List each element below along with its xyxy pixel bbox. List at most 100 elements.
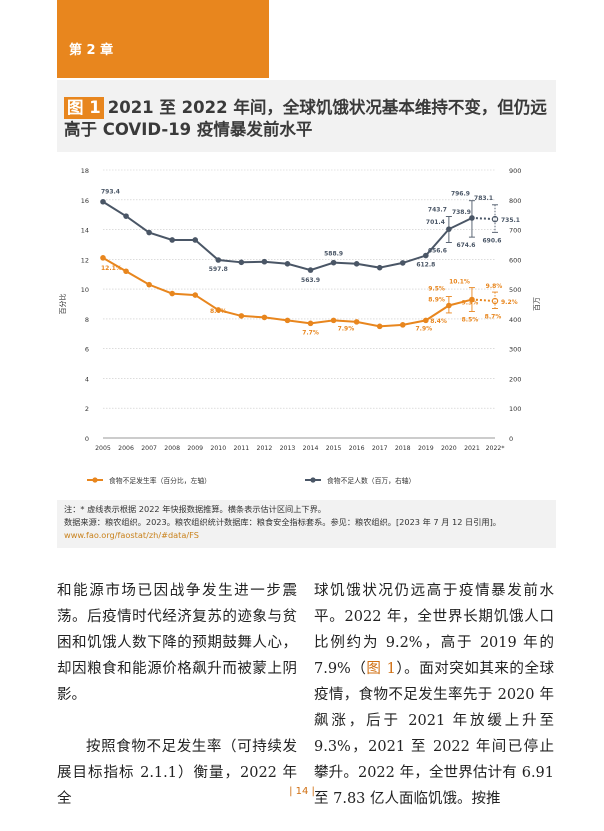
data-label: 735.1 bbox=[501, 217, 520, 224]
data-point bbox=[123, 213, 129, 219]
y-left-tick-label: 18 bbox=[81, 167, 89, 175]
legend-label: 食物不足人数（百万，右轴） bbox=[327, 476, 415, 485]
data-label: 674.6 bbox=[456, 242, 475, 249]
x-tick-label: 2010 bbox=[210, 445, 226, 452]
series-line-projected bbox=[471, 216, 496, 221]
y-left-tick-label: 14 bbox=[81, 227, 89, 235]
y-right-axis-title: 百万 bbox=[533, 297, 541, 311]
data-label: 793.4 bbox=[101, 189, 120, 196]
x-tick-label: 2014 bbox=[303, 445, 319, 452]
data-point bbox=[307, 267, 314, 273]
data-label: 8.6% bbox=[210, 308, 227, 315]
data-point bbox=[192, 292, 199, 298]
data-point bbox=[215, 307, 222, 313]
x-tick-label: 2022* bbox=[486, 445, 505, 452]
data-label: 597.8 bbox=[209, 266, 228, 273]
x-tick-label: 2021 bbox=[464, 445, 480, 452]
body-paragraph: 按照食物不足发生率（可持续发展目标指标 2.1.1）衡量，2022 年全 bbox=[57, 739, 297, 807]
body-right-column: 球饥饿状况仍远高于疫情暴发前水平。2022 年，全世界长期饥饿人口比例约为 9.… bbox=[314, 578, 554, 812]
data-point bbox=[238, 313, 245, 319]
data-point bbox=[123, 268, 129, 275]
data-label: 12.1% bbox=[101, 265, 122, 272]
data-point bbox=[215, 257, 222, 263]
data-label: 743.7 bbox=[428, 207, 447, 214]
y-left-tick-label: 10 bbox=[81, 286, 89, 294]
figure-reference-link[interactable]: 图 1 bbox=[366, 661, 396, 677]
data-label: 7.7% bbox=[302, 329, 319, 336]
data-point bbox=[353, 261, 360, 267]
data-label: 701.4 bbox=[426, 219, 445, 226]
body-paragraph: 球饥饿状况仍远高于疫情暴发前水平。2022 年，全世界长期饥饿人口比例约为 9.… bbox=[314, 578, 554, 812]
chapter-tab: 第 2 章 bbox=[57, 0, 269, 78]
data-label: 8.4% bbox=[430, 318, 447, 325]
data-point bbox=[330, 259, 337, 266]
figure-title-text: 2021 至 2022 年间，全球饥饿状况基本维持不变，但仍远高于 COVID-… bbox=[64, 98, 547, 139]
data-label: 9.8% bbox=[486, 283, 503, 290]
data-point bbox=[100, 255, 106, 261]
data-label: 8.7% bbox=[485, 313, 502, 320]
x-tick-label: 2011 bbox=[233, 445, 249, 452]
y-left-tick-label: 12 bbox=[81, 256, 89, 264]
page-number: | 14 | bbox=[289, 786, 315, 797]
y-right-tick-label: 200 bbox=[509, 375, 521, 383]
y-left-tick-label: 6 bbox=[85, 346, 89, 354]
x-tick-label: 2007 bbox=[141, 445, 157, 452]
data-point bbox=[423, 317, 429, 324]
data-label: 656.6 bbox=[428, 247, 447, 254]
y-left-tick-label: 16 bbox=[81, 197, 89, 205]
y-right-tick-label: 400 bbox=[509, 316, 521, 324]
data-point bbox=[353, 319, 360, 325]
data-point bbox=[284, 261, 291, 267]
y-right-tick-label: 300 bbox=[509, 346, 521, 354]
y-right-tick-label: 800 bbox=[509, 197, 521, 205]
data-label: 7.9% bbox=[416, 325, 433, 332]
body-text: 球饥饿状况仍远高于疫情暴发前水平。2022 年，全世界长期饥饿人口比例约为 9.… bbox=[314, 583, 554, 677]
data-point bbox=[192, 237, 199, 243]
data-label: 9.2% bbox=[501, 299, 518, 306]
figure-title: 图 1 2021 至 2022 年间，全球饥饿状况基本维持不变，但仍远高于 COV… bbox=[64, 97, 554, 141]
data-point bbox=[146, 229, 152, 236]
data-point bbox=[169, 237, 175, 243]
data-label: 690.6 bbox=[483, 237, 502, 244]
y-left-axis-title: 百分比 bbox=[58, 294, 67, 315]
y-left-tick-label: 0 bbox=[85, 435, 89, 443]
hunger-chart: 0 2 4 6 8 10 12 14 16 18 0 100 200 300 400 500 600 700 800… bbox=[58, 167, 541, 485]
data-point bbox=[238, 259, 245, 266]
data-point bbox=[423, 252, 429, 259]
x-tick-label: 2006 bbox=[118, 445, 134, 452]
y-right-tick-label: 0 bbox=[509, 435, 513, 443]
x-tick-label: 2020 bbox=[441, 445, 457, 452]
x-tick-label: 2013 bbox=[280, 445, 296, 452]
series-line bbox=[102, 200, 473, 272]
data-point bbox=[100, 198, 106, 205]
data-label: 9.5% bbox=[428, 286, 445, 293]
y-left-tick-label: 2 bbox=[85, 405, 89, 413]
data-label: 8.9% bbox=[428, 296, 445, 303]
data-point bbox=[261, 258, 268, 265]
y-right-tick-label: 100 bbox=[509, 405, 521, 413]
data-point bbox=[169, 290, 175, 297]
legend-marker bbox=[92, 477, 98, 483]
chart-panel bbox=[57, 152, 556, 500]
y-right-tick-label: 900 bbox=[509, 167, 521, 175]
data-point bbox=[146, 281, 152, 288]
body-paragraph: 和能源市场已因战争发生进一步震荡。后疫情时代经济复苏的迹象与贫困和饥饿人数下降的… bbox=[57, 583, 297, 703]
y-right-tick-label: 700 bbox=[509, 227, 521, 235]
source-link[interactable]: www.fao.org/faostat/zh/#data/FS bbox=[64, 530, 199, 540]
data-point bbox=[491, 215, 499, 223]
note-text: 注：* 虚线表示根据 2022 年快报数据推算。横条表示估计区间上下界。 bbox=[64, 504, 326, 514]
figure-notes: 注：* 虚线表示根据 2022 年快报数据推算。横条表示估计区间上下界。 数据来… bbox=[64, 503, 552, 542]
legend-marker bbox=[310, 477, 316, 483]
data-point bbox=[399, 322, 406, 328]
x-tick-label: 2012 bbox=[257, 445, 273, 452]
data-point bbox=[399, 260, 406, 266]
y-left-tick-label: 8 bbox=[85, 316, 89, 324]
data-point bbox=[307, 320, 314, 327]
data-label: 612.8 bbox=[416, 262, 435, 269]
data-label: 588.9 bbox=[324, 251, 343, 258]
x-tick-label: 2009 bbox=[187, 445, 203, 452]
data-point bbox=[284, 317, 291, 324]
chapter-label: 第 2 章 bbox=[69, 43, 114, 58]
source-text: 数据来源：粮农组织。2023。粮农组织统计数据库：粮食安全指标套系。参见：粮农组… bbox=[64, 517, 501, 527]
body-left-column: 和能源市场已因战争发生进一步震荡。后疫情时代经济复苏的迹象与贫困和饥饿人数下降的… bbox=[57, 578, 297, 812]
